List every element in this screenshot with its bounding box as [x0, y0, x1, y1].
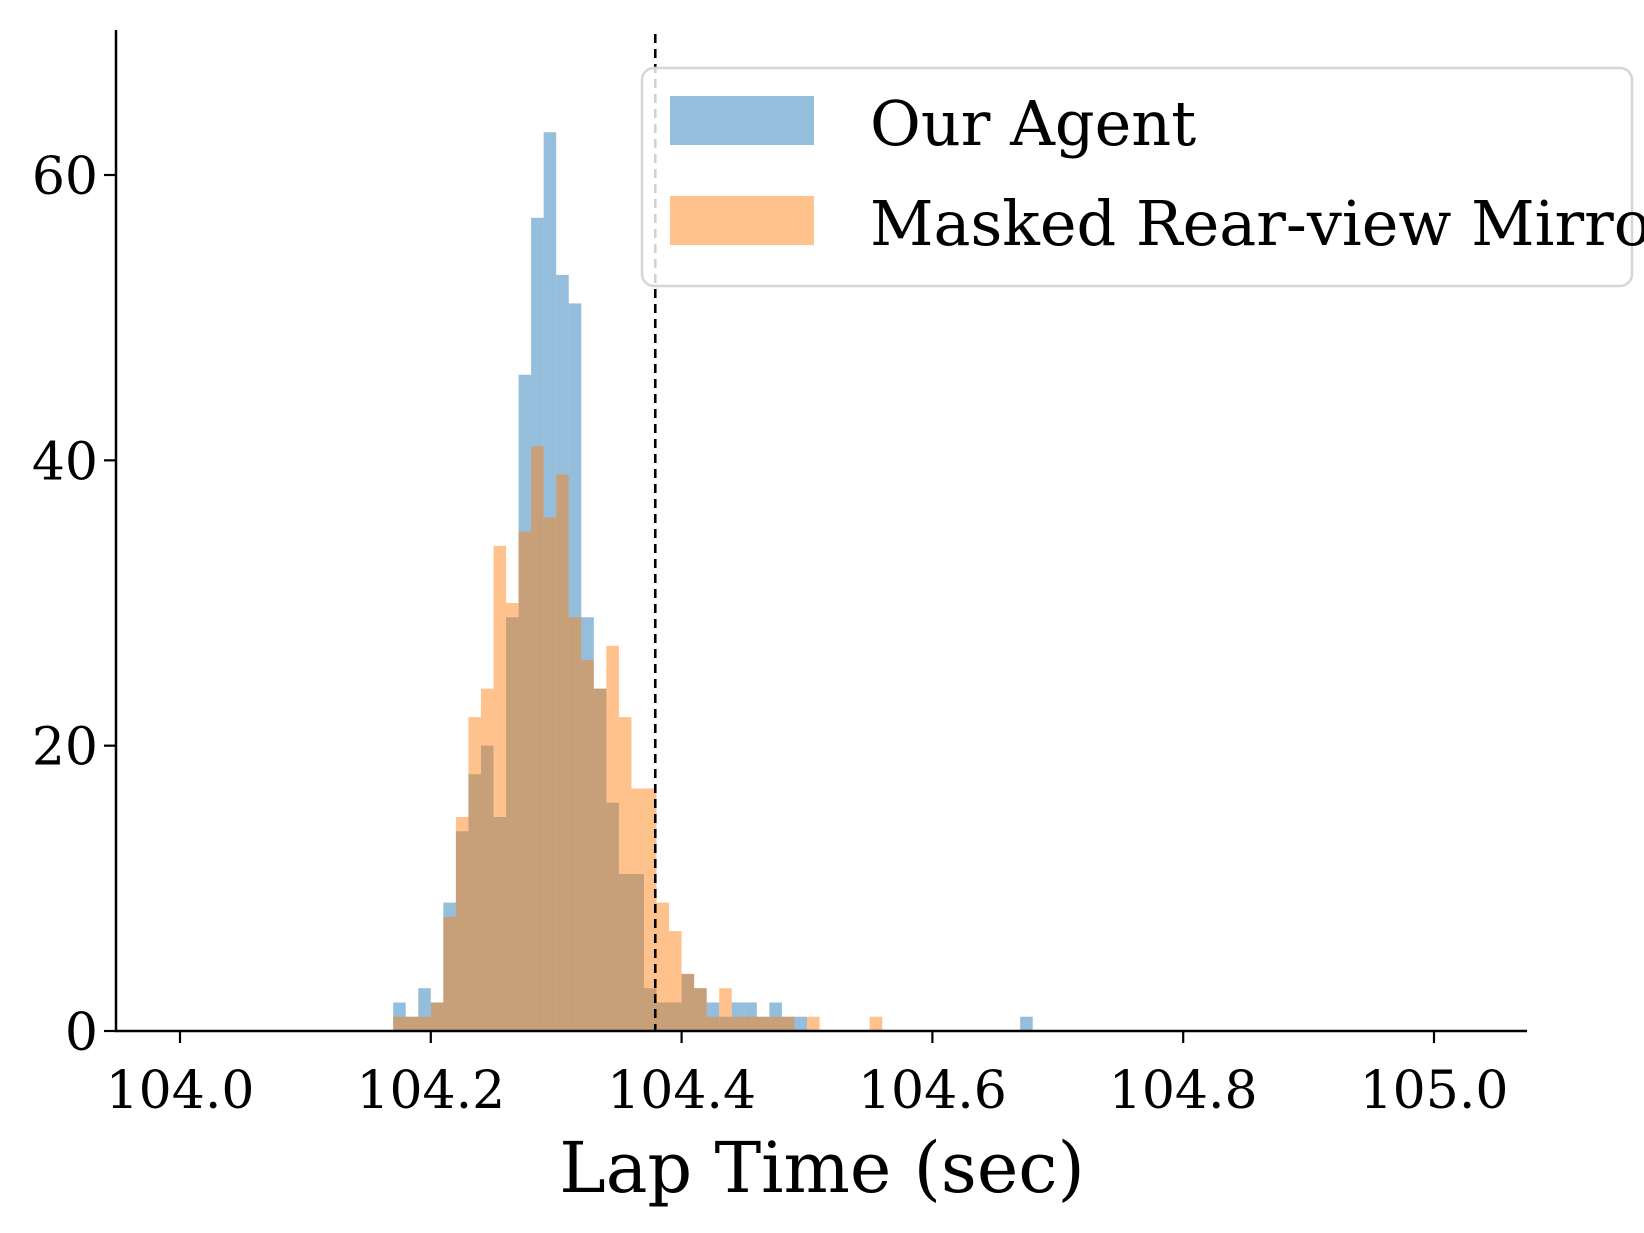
x-axis-title: Lap Time (sec) — [559, 1127, 1085, 1209]
x-tick-label: 104.2 — [356, 1061, 505, 1121]
bar — [581, 617, 594, 1031]
bar — [430, 1002, 444, 1031]
bar — [543, 517, 557, 1031]
legend-swatch-our-agent — [670, 96, 814, 145]
bar — [455, 817, 469, 1031]
bar — [706, 1016, 720, 1031]
bar — [393, 1002, 406, 1031]
bar — [606, 802, 619, 1031]
bar — [781, 1016, 795, 1031]
legend: Our Agent Masked Rear-view Mirror — [640, 66, 1644, 288]
bar — [468, 717, 481, 1031]
bars-layer — [393, 132, 1033, 1032]
bar — [681, 973, 695, 1031]
bar — [518, 374, 532, 1032]
bar — [1020, 1016, 1033, 1031]
bar — [393, 1016, 406, 1031]
bar — [430, 1002, 444, 1031]
bar — [556, 274, 569, 1031]
y-tick-label: 60 — [32, 147, 98, 207]
bar — [568, 617, 582, 1031]
series-1-bars — [393, 446, 883, 1032]
legend-swatch-masked-rear-view-mirror — [670, 196, 814, 245]
x-tick-label: 104.0 — [106, 1061, 255, 1121]
bar — [506, 617, 519, 1031]
bar — [731, 1016, 745, 1031]
bar — [769, 1002, 782, 1031]
axes-layer — [114, 30, 1527, 1033]
y-tick-label: 0 — [65, 1003, 98, 1063]
bar — [656, 1002, 670, 1031]
bar — [618, 717, 632, 1031]
bar — [506, 603, 519, 1031]
bar — [581, 660, 594, 1031]
bar — [455, 831, 469, 1031]
bar — [669, 931, 682, 1031]
bar — [418, 1016, 431, 1031]
bar — [719, 988, 732, 1031]
bar — [568, 303, 582, 1031]
bar — [556, 474, 569, 1032]
y-tick-label: 20 — [32, 718, 98, 778]
x-tick-label: 104.6 — [858, 1061, 1007, 1121]
bar — [719, 1016, 732, 1031]
legend-label-masked-rear-view-mirror: Masked Rear-view Mirror — [870, 187, 1644, 260]
bar — [643, 988, 657, 1031]
bar — [443, 902, 456, 1031]
bar — [405, 1016, 419, 1031]
bar — [794, 1016, 807, 1031]
bar — [781, 1016, 795, 1031]
ticks-layer: 104.0 104.2 104.4 104.6 104.8 105.0 0 20 40 60 — [32, 147, 1509, 1121]
bar — [869, 1016, 883, 1031]
bar — [756, 1016, 770, 1031]
y-tick-label: 40 — [32, 432, 98, 492]
bar — [744, 1002, 757, 1031]
bar — [543, 132, 557, 1031]
bar — [443, 916, 456, 1031]
bar — [606, 645, 619, 1031]
bar — [468, 774, 481, 1031]
legend-label-our-agent: Our Agent — [870, 87, 1196, 160]
bar — [480, 688, 494, 1031]
bar — [531, 217, 544, 1032]
bar — [631, 874, 644, 1031]
bar — [480, 745, 494, 1031]
bar — [744, 1016, 757, 1031]
bar — [681, 973, 695, 1031]
bar — [706, 1002, 720, 1031]
bar — [418, 988, 431, 1031]
series-0-bars — [393, 132, 1033, 1032]
x-tick-label: 104.4 — [607, 1061, 756, 1121]
bar — [731, 1002, 745, 1031]
x-tick-label: 104.8 — [1109, 1061, 1258, 1121]
bar — [405, 1016, 419, 1031]
bar — [593, 688, 607, 1031]
bar — [631, 788, 644, 1031]
bar — [493, 817, 507, 1031]
legend-frame — [640, 66, 1634, 288]
bar — [531, 446, 544, 1031]
bar — [643, 788, 657, 1031]
bar — [656, 902, 670, 1031]
bar — [669, 1002, 682, 1031]
bar — [694, 988, 707, 1031]
bar — [769, 1016, 782, 1031]
bar — [618, 874, 632, 1031]
bar — [518, 531, 532, 1031]
x-tick-label: 105.0 — [1360, 1061, 1509, 1121]
bar — [807, 1016, 820, 1031]
bar — [756, 1016, 770, 1031]
bar — [493, 545, 507, 1031]
bar — [593, 688, 607, 1031]
bar — [694, 988, 707, 1031]
